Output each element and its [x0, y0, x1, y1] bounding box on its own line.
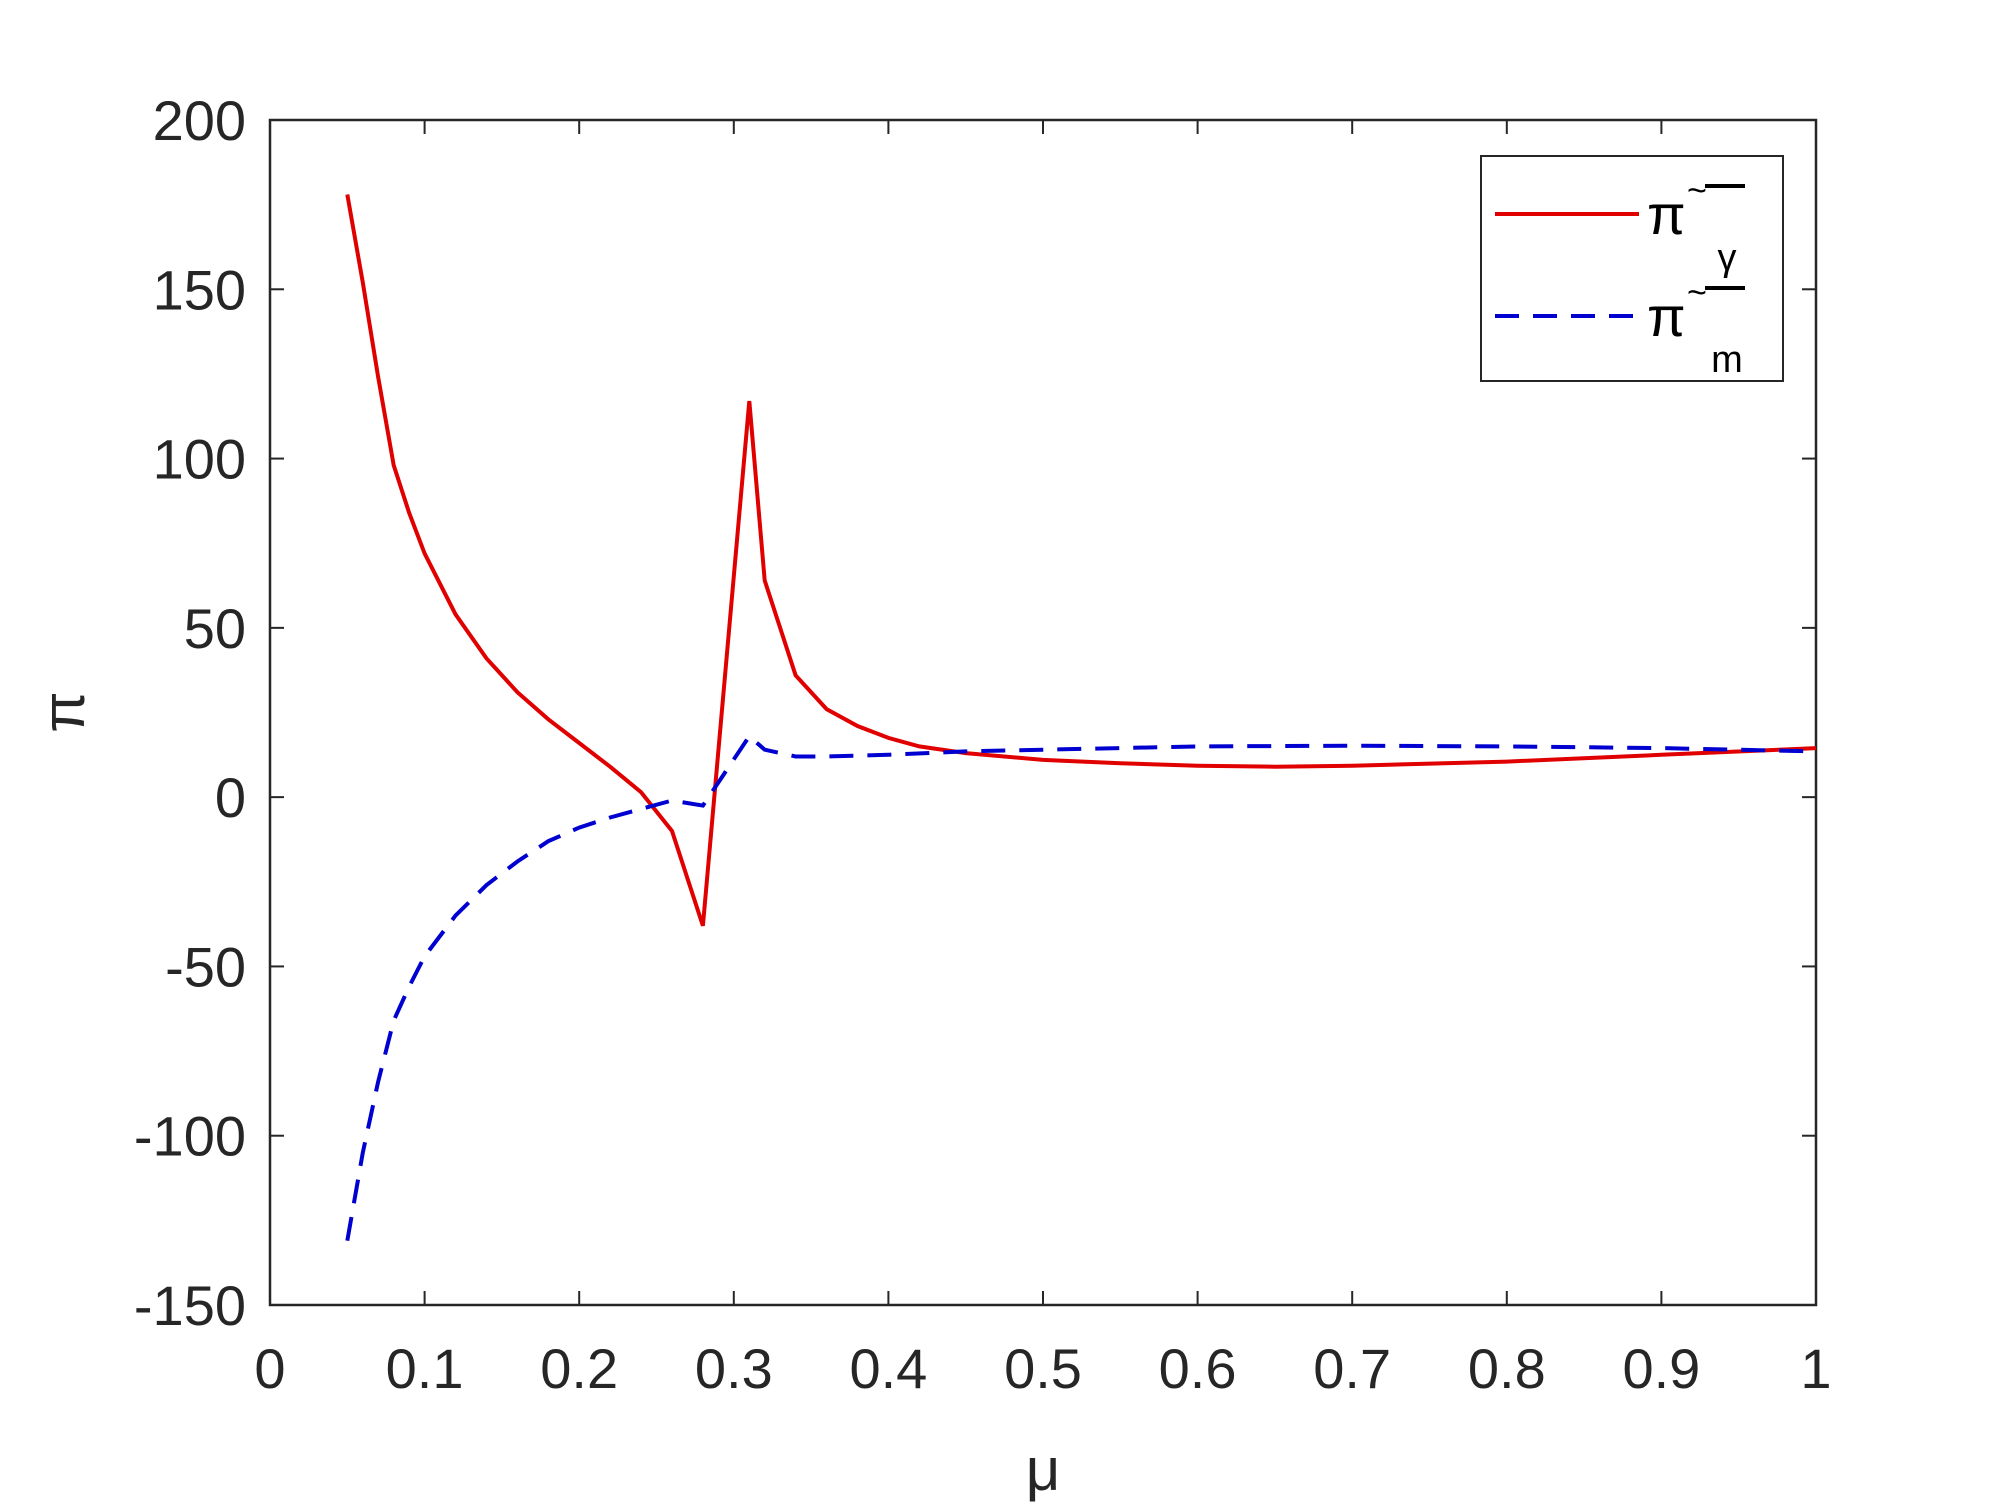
data-point	[763, 748, 767, 752]
data-point	[1041, 758, 1045, 762]
data-point	[1350, 744, 1354, 748]
data-point	[345, 1239, 349, 1243]
data-point	[515, 690, 519, 694]
series-layer	[345, 193, 1818, 1243]
data-point	[392, 1019, 396, 1023]
data-point	[1196, 744, 1200, 748]
data-point	[376, 1080, 380, 1084]
x-tick-label: 0.4	[849, 1337, 927, 1400]
data-point	[345, 193, 349, 197]
y-tick-label: 200	[153, 89, 246, 152]
data-point	[423, 551, 427, 555]
series-m	[345, 733, 1818, 1243]
y-axis-ticks: -150 -100 -50 0 50 100 150 200	[134, 89, 1816, 1337]
data-point	[407, 511, 411, 515]
data-point	[964, 749, 968, 753]
series-line	[345, 194, 1817, 927]
data-point	[423, 954, 427, 958]
x-tick-label: 0.2	[540, 1337, 618, 1400]
data-point	[1273, 765, 1277, 769]
x-tick-label: 0.5	[1004, 1337, 1082, 1400]
data-point	[1041, 748, 1045, 752]
x-tick-label: 0.1	[386, 1337, 464, 1400]
data-point	[856, 724, 860, 728]
data-point	[1118, 761, 1122, 765]
y-tick-label: 100	[153, 428, 246, 491]
legend-symbol: π	[1647, 285, 1686, 348]
data-point	[407, 985, 411, 989]
data-point	[484, 656, 488, 660]
data-point	[763, 579, 767, 583]
data-point	[392, 463, 396, 467]
y-tick-label: 0	[215, 766, 246, 829]
data-point	[454, 612, 458, 616]
legend-item: π ~m	[1495, 274, 1745, 381]
x-axis-label: μ	[1026, 1436, 1061, 1503]
data-point	[1659, 753, 1663, 757]
data-point	[917, 744, 921, 748]
data-point	[747, 399, 751, 403]
x-tick-label: 0.6	[1159, 1337, 1237, 1400]
x-tick-label: 1	[1800, 1337, 1831, 1400]
y-tick-label: -150	[134, 1274, 246, 1337]
data-point	[701, 924, 705, 928]
data-point	[670, 799, 674, 803]
legend: π ~γπ ~m	[1480, 155, 1784, 382]
data-point	[639, 807, 643, 811]
x-tick-label: 0.3	[695, 1337, 773, 1400]
x-tick-label: 0.9	[1622, 1337, 1700, 1400]
x-tick-label: 0.8	[1468, 1337, 1546, 1400]
legend-accent: ~	[1687, 172, 1707, 210]
legend-symbol: π	[1647, 183, 1686, 246]
series-line	[345, 733, 1817, 1242]
y-axis-label: π	[30, 691, 97, 732]
y-tick-label: -50	[165, 935, 246, 998]
y-tick-label: 50	[184, 597, 246, 660]
data-point	[825, 755, 829, 759]
legend-subscript: γ	[1718, 237, 1737, 279]
data-point	[886, 753, 890, 757]
data-point	[1505, 744, 1509, 748]
data-point	[1505, 760, 1509, 764]
data-point	[608, 816, 612, 820]
data-point	[361, 281, 365, 285]
data-point	[546, 717, 550, 721]
data-point	[546, 839, 550, 843]
data-point	[577, 826, 581, 830]
data-point	[484, 883, 488, 887]
y-tick-label: -100	[134, 1105, 246, 1168]
data-point	[454, 914, 458, 918]
legend-subscript: m	[1711, 339, 1743, 381]
data-point	[515, 860, 519, 864]
x-axis-ticks: 0 0.1 0.2 0.3 0.4 0.5 0.6 0.7 0.8 0.9 1	[254, 120, 1832, 1400]
legend-accent: ~	[1687, 274, 1707, 312]
data-point	[1196, 764, 1200, 768]
x-tick-label: 0	[254, 1337, 285, 1400]
data-point	[886, 736, 890, 740]
data-point	[747, 734, 751, 738]
legend-item: π ~ γ	[1495, 172, 1745, 279]
x-tick-label: 0.7	[1313, 1337, 1391, 1400]
data-point	[608, 765, 612, 769]
data-point	[1350, 764, 1354, 768]
data-point	[376, 375, 380, 379]
data-point	[361, 1151, 365, 1155]
data-point	[825, 707, 829, 711]
data-point	[794, 755, 798, 759]
legend-box	[1480, 155, 1784, 382]
data-point	[794, 673, 798, 677]
data-point	[1659, 746, 1663, 750]
data-point	[670, 829, 674, 833]
data-point	[701, 804, 705, 808]
data-point	[577, 741, 581, 745]
series-gamma	[345, 193, 1817, 928]
data-point	[1814, 749, 1818, 753]
y-tick-label: 150	[153, 258, 246, 321]
data-point	[639, 790, 643, 794]
